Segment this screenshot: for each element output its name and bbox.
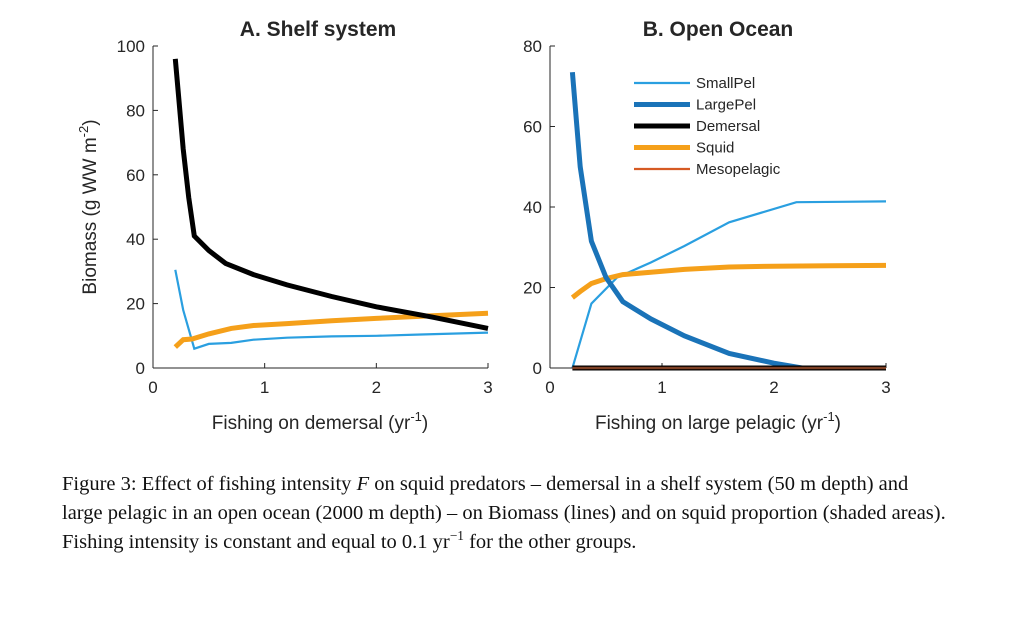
panel-a: A. Shelf system 0 1 2 3 0 20 40 60 80 100 Biomass… [76, 18, 493, 434]
panel-b-x-tick-label: 0 [545, 378, 554, 397]
legend-smallpel-label: SmallPel [696, 75, 755, 92]
panel-a-series-demersal-line [172, 58, 489, 331]
panel-b: B. Open Ocean 0 1 2 3 0 20 40 60 80 Fishing on l… [523, 18, 891, 434]
panel-b-series-smallpel-line [571, 200, 887, 369]
caption-text-3: for the other groups. [463, 531, 637, 553]
panel-a-y-tick-label: 100 [117, 37, 145, 56]
caption-text-2: on squid predators – demersal in a shelf… [62, 473, 946, 553]
panel-a-series-smallpel-line [174, 269, 489, 351]
legend-squid-label: Squid [696, 140, 734, 157]
panel-a-y-tick-label: 0 [136, 359, 145, 378]
panel-a-series-squid-line [173, 310, 489, 349]
panel-b-legend: SmallPel LargePel Demersal Squid Mesopelagic [634, 75, 781, 178]
caption-symbol: F [356, 473, 370, 495]
panel-a-y-tick-label: 60 [126, 166, 145, 185]
panel-a-x-tick-label: 1 [260, 378, 269, 397]
panel-b-x-tick-label: 2 [769, 378, 778, 397]
panel-a-y-label: Biomass (g WW m-2) [76, 119, 101, 294]
panel-a-title: A. Shelf system [240, 18, 396, 41]
caption-exponent: −1 [449, 528, 464, 544]
figure-caption: Figure 3: Effect of fishing intensity F … [62, 470, 952, 557]
panel-a-x-label: Fishing on demersal (yr-1) [212, 409, 428, 434]
caption-label: Figure 3: [62, 473, 137, 495]
panel-a-y-tick-label: 80 [126, 101, 145, 120]
panel-b-title: B. Open Ocean [643, 18, 794, 41]
legend-mesopelagic-label: Mesopelagic [696, 161, 781, 178]
panel-b-x-tick-label: 3 [881, 378, 890, 397]
panel-a-y-tick-label: 20 [126, 295, 145, 314]
panel-b-y-tick-label: 40 [523, 198, 542, 217]
legend-largepel-label: LargePel [696, 97, 756, 114]
panel-b-y-tick-label: 20 [523, 279, 542, 298]
panel-a-x-tick-label: 0 [148, 378, 157, 397]
panel-b-y-tick-label: 60 [523, 118, 542, 137]
panel-a-plot-area: 0 1 2 3 0 20 40 60 80 100 [117, 37, 493, 397]
panel-b-y-tick-label: 80 [523, 37, 542, 56]
panel-b-y-tick-label: 0 [533, 359, 542, 378]
panel-a-x-tick-label: 2 [372, 378, 381, 397]
panel-b-x-tick-label: 1 [657, 378, 666, 397]
panel-a-y-tick-label: 40 [126, 230, 145, 249]
caption-text-1: Effect of fishing intensity [141, 473, 357, 495]
legend-demersal-label: Demersal [696, 118, 760, 135]
panel-a-x-tick-label: 3 [483, 378, 492, 397]
panel-b-series-largepel-line [569, 71, 803, 371]
panel-b-series-squid-line [570, 262, 887, 300]
panel-b-x-label: Fishing on large pelagic (yr-1) [595, 409, 841, 434]
